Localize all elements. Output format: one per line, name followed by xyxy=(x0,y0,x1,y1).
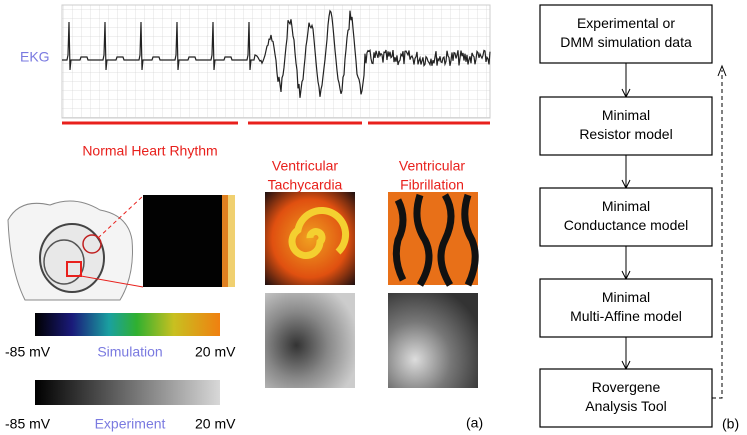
shape xyxy=(265,192,355,285)
shape xyxy=(82,234,102,254)
label: Ventricular xyxy=(399,158,465,174)
label: Simulation xyxy=(97,344,162,360)
shape xyxy=(66,261,82,277)
shape xyxy=(392,193,479,287)
shape xyxy=(43,239,85,285)
shape xyxy=(222,195,228,287)
shape xyxy=(97,195,144,239)
label: Experiment xyxy=(95,416,166,432)
box-text: Resistor model xyxy=(579,126,672,142)
flow-box xyxy=(539,4,713,64)
label: (b) xyxy=(722,416,739,432)
label: Tachycardia xyxy=(268,177,343,193)
shape xyxy=(712,70,723,399)
shape xyxy=(143,195,235,287)
shape xyxy=(717,64,727,77)
shape xyxy=(288,207,350,259)
shape xyxy=(265,293,355,388)
box-text: DMM simulation data xyxy=(560,34,692,50)
label: -85 mV xyxy=(5,344,51,360)
label: (a) xyxy=(466,415,483,431)
shape xyxy=(228,195,235,287)
box-text: Experimental or xyxy=(577,15,675,31)
label: Normal Heart Rhythm xyxy=(82,143,217,159)
box-text: Analysis Tool xyxy=(585,398,666,414)
shape xyxy=(388,293,478,388)
shape xyxy=(35,313,220,336)
label: EKG xyxy=(20,49,50,65)
label: Fibrillation xyxy=(400,177,464,193)
label: Ventricular xyxy=(272,158,338,174)
box-text: Minimal xyxy=(602,107,650,123)
box-text: Multi-Affine model xyxy=(570,308,682,324)
box-text: Minimal xyxy=(602,289,650,305)
shape xyxy=(62,9,491,98)
flow-chart: Experimental or DMM simulation data Minima… xyxy=(539,4,713,428)
box-text: Minimal xyxy=(602,198,650,214)
flow-box xyxy=(539,187,713,247)
box-text: Rovergene xyxy=(592,379,661,395)
label: -85 mV xyxy=(5,416,51,432)
box-text: Conductance model xyxy=(564,217,689,233)
flow-box xyxy=(539,368,713,428)
flow-box xyxy=(539,278,713,338)
label: 20 mV xyxy=(195,416,236,432)
shape xyxy=(35,380,220,405)
shape xyxy=(80,275,144,288)
label: 20 mV xyxy=(195,344,236,360)
flow-box xyxy=(539,96,713,156)
